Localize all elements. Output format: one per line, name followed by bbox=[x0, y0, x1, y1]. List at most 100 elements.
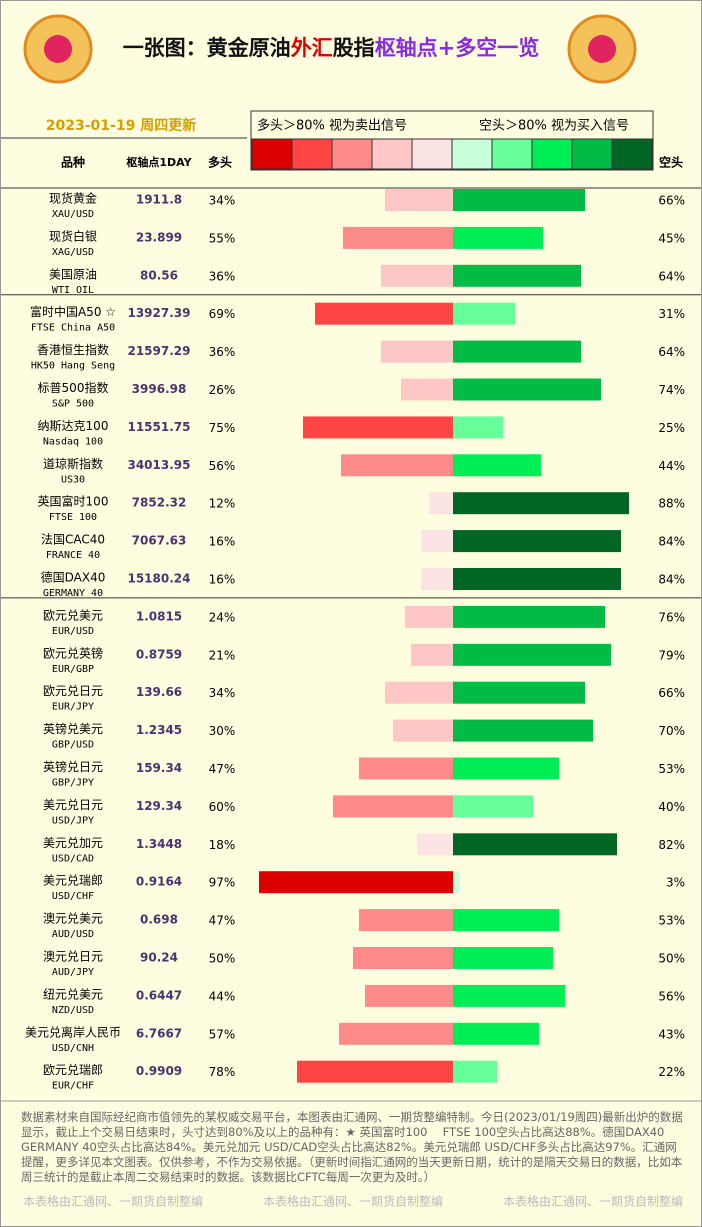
title-part: 一张图：黄金原油 bbox=[123, 36, 291, 60]
long-bar bbox=[401, 378, 453, 401]
instrument-code: US30 bbox=[61, 474, 85, 485]
pivot: 0.9909 bbox=[136, 1064, 182, 1078]
title-part: 枢轴点+多空一览 bbox=[375, 36, 540, 60]
instrument-code: FTSE China A50 bbox=[31, 323, 115, 334]
pivot: 15180.24 bbox=[127, 572, 190, 586]
long-label: 78% bbox=[209, 1065, 236, 1079]
title: 一张图：黄金原油外汇股指枢轴点+多空一览 bbox=[123, 36, 540, 60]
short-bar bbox=[453, 416, 503, 439]
short-label: 43% bbox=[658, 1027, 685, 1041]
long-label: 55% bbox=[209, 231, 236, 245]
long-bar bbox=[417, 833, 453, 856]
long-bar bbox=[421, 530, 453, 553]
legend-swatch bbox=[491, 138, 533, 170]
instrument-name: 英国富时100 bbox=[38, 494, 109, 509]
long-bar bbox=[385, 189, 453, 211]
long-label: 60% bbox=[209, 800, 236, 814]
instrument-name: 美元兑瑞郎 bbox=[43, 874, 103, 888]
short-label: 74% bbox=[658, 383, 685, 397]
instrument-code: USD/JPY bbox=[52, 815, 94, 826]
instrument-code: USD/CHF bbox=[52, 891, 94, 902]
long-bar bbox=[359, 757, 453, 780]
short-bar bbox=[453, 947, 553, 969]
long-label: 18% bbox=[209, 838, 236, 852]
long-label: 47% bbox=[209, 914, 236, 928]
long-bar bbox=[315, 302, 453, 325]
long-label: 16% bbox=[209, 535, 236, 549]
pivot: 13927.39 bbox=[127, 306, 190, 320]
short-bar bbox=[453, 454, 541, 477]
short-bar bbox=[453, 226, 543, 249]
instrument-name: 法国CAC40 bbox=[41, 533, 105, 547]
long-label: 34% bbox=[209, 194, 236, 208]
instrument-code: FRANCE 40 bbox=[46, 550, 100, 561]
long-label: 24% bbox=[209, 610, 236, 624]
short-bar bbox=[453, 530, 621, 553]
short-bar bbox=[453, 984, 565, 1007]
long-bar bbox=[421, 568, 453, 590]
short-label: 66% bbox=[658, 194, 685, 208]
instrument-name: 美元兑日元 bbox=[43, 798, 103, 812]
long-bar bbox=[333, 795, 453, 818]
pivot: 1.3448 bbox=[136, 837, 182, 851]
pivot: 0.698 bbox=[140, 913, 178, 927]
instrument-name: 德国DAX40 bbox=[41, 570, 106, 585]
pivot: 0.8759 bbox=[136, 647, 182, 661]
instrument-code: HK50 Hang Seng bbox=[31, 361, 115, 372]
short-bar bbox=[453, 340, 581, 363]
short-bar bbox=[453, 302, 515, 325]
short-label: 50% bbox=[658, 952, 685, 966]
short-bar bbox=[453, 568, 621, 590]
short-bar bbox=[453, 719, 593, 742]
instrument-code: GBP/USD bbox=[52, 740, 94, 751]
instrument-code: GERMANY 40 bbox=[43, 588, 103, 599]
short-bar bbox=[453, 378, 601, 401]
short-bar bbox=[453, 1022, 539, 1045]
short-bar bbox=[453, 795, 533, 818]
short-bar bbox=[453, 492, 629, 515]
legend-swatch bbox=[331, 138, 373, 170]
legend-swatch bbox=[411, 138, 453, 170]
pivot: 6.7667 bbox=[136, 1026, 182, 1040]
short-label: 25% bbox=[658, 421, 685, 435]
legend-swatch bbox=[571, 138, 613, 170]
legend-swatch bbox=[371, 138, 413, 170]
instrument-name: 道琼斯指数 bbox=[43, 456, 103, 471]
short-bar bbox=[453, 833, 617, 856]
pivot: 159.34 bbox=[136, 761, 182, 775]
instrument-code: NZD/USD bbox=[52, 1005, 94, 1016]
short-label: 56% bbox=[658, 989, 685, 1003]
pivot: 1911.8 bbox=[136, 193, 182, 207]
short-bar bbox=[453, 605, 605, 628]
instrument-name: 现货白银 bbox=[49, 228, 97, 243]
short-label: 82% bbox=[658, 838, 685, 852]
instrument-code: XAU/USD bbox=[52, 209, 94, 220]
legend-long-note: 多头＞80% 视为卖出信号 bbox=[257, 118, 407, 134]
long-bar bbox=[343, 226, 453, 249]
legend-swatch bbox=[611, 138, 653, 170]
instrument-code: EUR/GBP bbox=[52, 664, 94, 675]
instrument-name: 澳元兑美元 bbox=[43, 912, 103, 926]
instrument-name: 纽元兑美元 bbox=[43, 987, 103, 1001]
short-label: 84% bbox=[658, 535, 685, 549]
pivot: 1.2345 bbox=[136, 723, 182, 737]
instrument-code: EUR/CHF bbox=[52, 1081, 94, 1092]
long-label: 44% bbox=[209, 989, 236, 1003]
legend-swatch bbox=[451, 138, 493, 170]
long-bar bbox=[365, 984, 453, 1007]
short-label: 84% bbox=[658, 573, 685, 587]
instrument-name: 澳元兑日元 bbox=[43, 950, 103, 964]
instrument-name: 标普500指数 bbox=[38, 380, 109, 395]
date: 2023-01-19 周四更新 bbox=[46, 117, 196, 134]
short-label: 79% bbox=[658, 648, 685, 662]
legend-short-note: 空头＞80% 视为买入信号 bbox=[479, 119, 629, 134]
short-label: 22% bbox=[658, 1065, 685, 1079]
short-label: 40% bbox=[658, 800, 685, 814]
long-bar bbox=[381, 340, 453, 363]
instrument-name: 美元兑加元 bbox=[43, 836, 103, 850]
instrument-name: 英镑兑日元 bbox=[43, 759, 103, 774]
short-label: 53% bbox=[658, 914, 685, 928]
instrument-name: 富时中国A50 ☆ bbox=[30, 304, 116, 319]
short-bar bbox=[453, 909, 559, 932]
